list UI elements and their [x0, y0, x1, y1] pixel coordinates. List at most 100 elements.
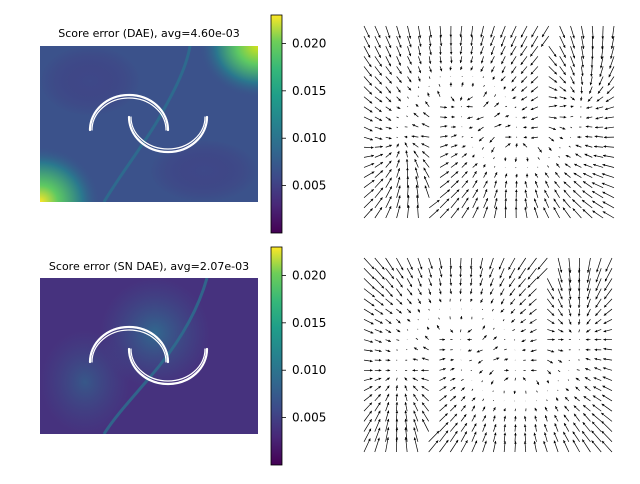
quiver-arrow	[515, 409, 516, 411]
quiver-arrowhead	[590, 82, 593, 85]
quiver-arrowhead	[379, 369, 382, 372]
quiver-arrowhead	[590, 74, 593, 77]
heatmap-title: Score error (SN DAE), avg=2.07e-03	[49, 260, 249, 273]
quiver-arrowhead	[412, 369, 415, 372]
quiver-arrowhead	[504, 416, 507, 419]
quiver-arrowhead	[396, 419, 399, 422]
quiver-arrowhead	[429, 52, 432, 55]
quiver-arrowhead	[603, 338, 606, 341]
quiver-arrow	[512, 329, 515, 330]
quiver-arrowhead	[470, 52, 473, 55]
quiver-arrow	[571, 116, 574, 117]
quiver-arrow	[469, 360, 472, 361]
heatmap-dae	[40, 46, 258, 202]
quiver-arrow	[537, 391, 538, 393]
quiver-arrowhead	[534, 441, 537, 444]
quiver-arrowhead	[450, 43, 453, 46]
quiver-arrowhead	[524, 198, 527, 201]
heatmap-hotspot-bottom-left	[40, 100, 150, 202]
quiver-arrow	[471, 137, 473, 138]
quiver-arrowhead	[388, 359, 391, 362]
quiver-arrowhead	[450, 275, 453, 278]
quiver-arrowhead	[577, 136, 580, 139]
quiver-arrow	[461, 379, 464, 380]
quiver-arrowhead	[603, 155, 606, 158]
quiver-arrow	[505, 106, 507, 107]
quiver-arrowhead	[586, 338, 589, 341]
quiver-arrow	[418, 87, 419, 88]
quiver-arrowhead	[413, 358, 416, 361]
quiver-arrowhead	[405, 150, 408, 153]
quiver-arrow	[397, 127, 398, 128]
quiver-arrowhead	[514, 391, 517, 394]
quiver-arrowhead	[460, 60, 463, 63]
quiver-arrowhead	[591, 47, 594, 50]
quiver-arrowhead	[514, 433, 517, 436]
quiver-arrow	[429, 77, 430, 79]
quiver-arrowhead	[594, 358, 597, 361]
quiver-arrowhead	[505, 189, 508, 192]
quiver-arrowhead	[494, 441, 497, 444]
colorbar-tick-label: 0.005	[292, 179, 326, 193]
quiver-arrowhead	[478, 129, 481, 132]
quiver-arrow	[492, 309, 493, 311]
quiver-arrow	[461, 370, 462, 371]
quiver-arrowhead	[505, 181, 508, 184]
quiver-arrowhead	[582, 46, 585, 49]
quiver-arrowhead	[470, 60, 473, 63]
quiver-arrowhead	[595, 117, 598, 120]
quiver-arrowhead	[467, 105, 470, 108]
quiver-arrow	[559, 156, 560, 157]
quiver-arrowhead	[534, 424, 537, 427]
quiver-arrowhead	[524, 433, 527, 436]
quiver-arrowhead	[459, 283, 462, 286]
quiver-arrowhead	[564, 105, 567, 108]
quiver-arrowhead	[522, 116, 525, 119]
quiver-arrow	[569, 360, 570, 361]
quiver-arrow	[515, 378, 516, 381]
quiver-arrowhead	[396, 427, 399, 430]
quiver-arrowhead	[534, 433, 537, 436]
quiver-arrowhead	[439, 52, 442, 55]
quiver-arrowhead	[531, 369, 534, 372]
quiver-arrow	[462, 136, 463, 137]
quiver-arrowhead	[480, 35, 483, 38]
quiver-arrowhead	[563, 72, 566, 75]
quiver-arrowhead	[415, 176, 418, 179]
quiver-arrowhead	[452, 116, 455, 119]
quiver-arrowhead	[472, 83, 475, 86]
quiver-arrowhead	[526, 174, 529, 177]
quiver-arrowhead	[495, 207, 498, 210]
quiver-arrowhead	[586, 348, 589, 351]
quiver-arrowhead	[515, 174, 518, 177]
quiver-arrow	[493, 391, 494, 392]
quiver-arrowhead	[571, 105, 574, 108]
quiver-arrowhead	[414, 437, 417, 440]
quiver-arrowhead	[578, 297, 581, 300]
quiver-arrowhead	[580, 98, 583, 101]
quiver-arrowhead	[371, 155, 374, 158]
quiver-arrowhead	[594, 145, 597, 148]
quiver-arrowhead	[506, 369, 509, 372]
quiver-arrowhead	[421, 369, 424, 372]
quiver-arrowhead	[440, 266, 443, 269]
quiver-arrowhead	[450, 291, 453, 294]
quiver-arrowhead	[443, 348, 446, 351]
quiver-arrowhead	[442, 338, 445, 341]
quiver-arrowhead	[578, 305, 581, 308]
quiver-arrow	[484, 85, 485, 86]
quiver-arrowhead	[480, 266, 483, 269]
quiver-arrowhead	[595, 338, 598, 341]
quiver-arrowhead	[515, 207, 518, 210]
quiver-arrow	[493, 328, 494, 330]
quiver-arrowhead	[425, 101, 428, 104]
quiver-arrow	[407, 97, 408, 99]
quiver-arrowhead	[586, 116, 589, 119]
quiver-arrowhead	[450, 82, 453, 85]
quiver-arrowhead	[611, 46, 614, 49]
quiver-arrowhead	[600, 66, 603, 69]
quiver-arrowhead	[585, 135, 588, 138]
quiver-arrow	[460, 329, 461, 332]
quiver-arrow	[483, 77, 484, 78]
